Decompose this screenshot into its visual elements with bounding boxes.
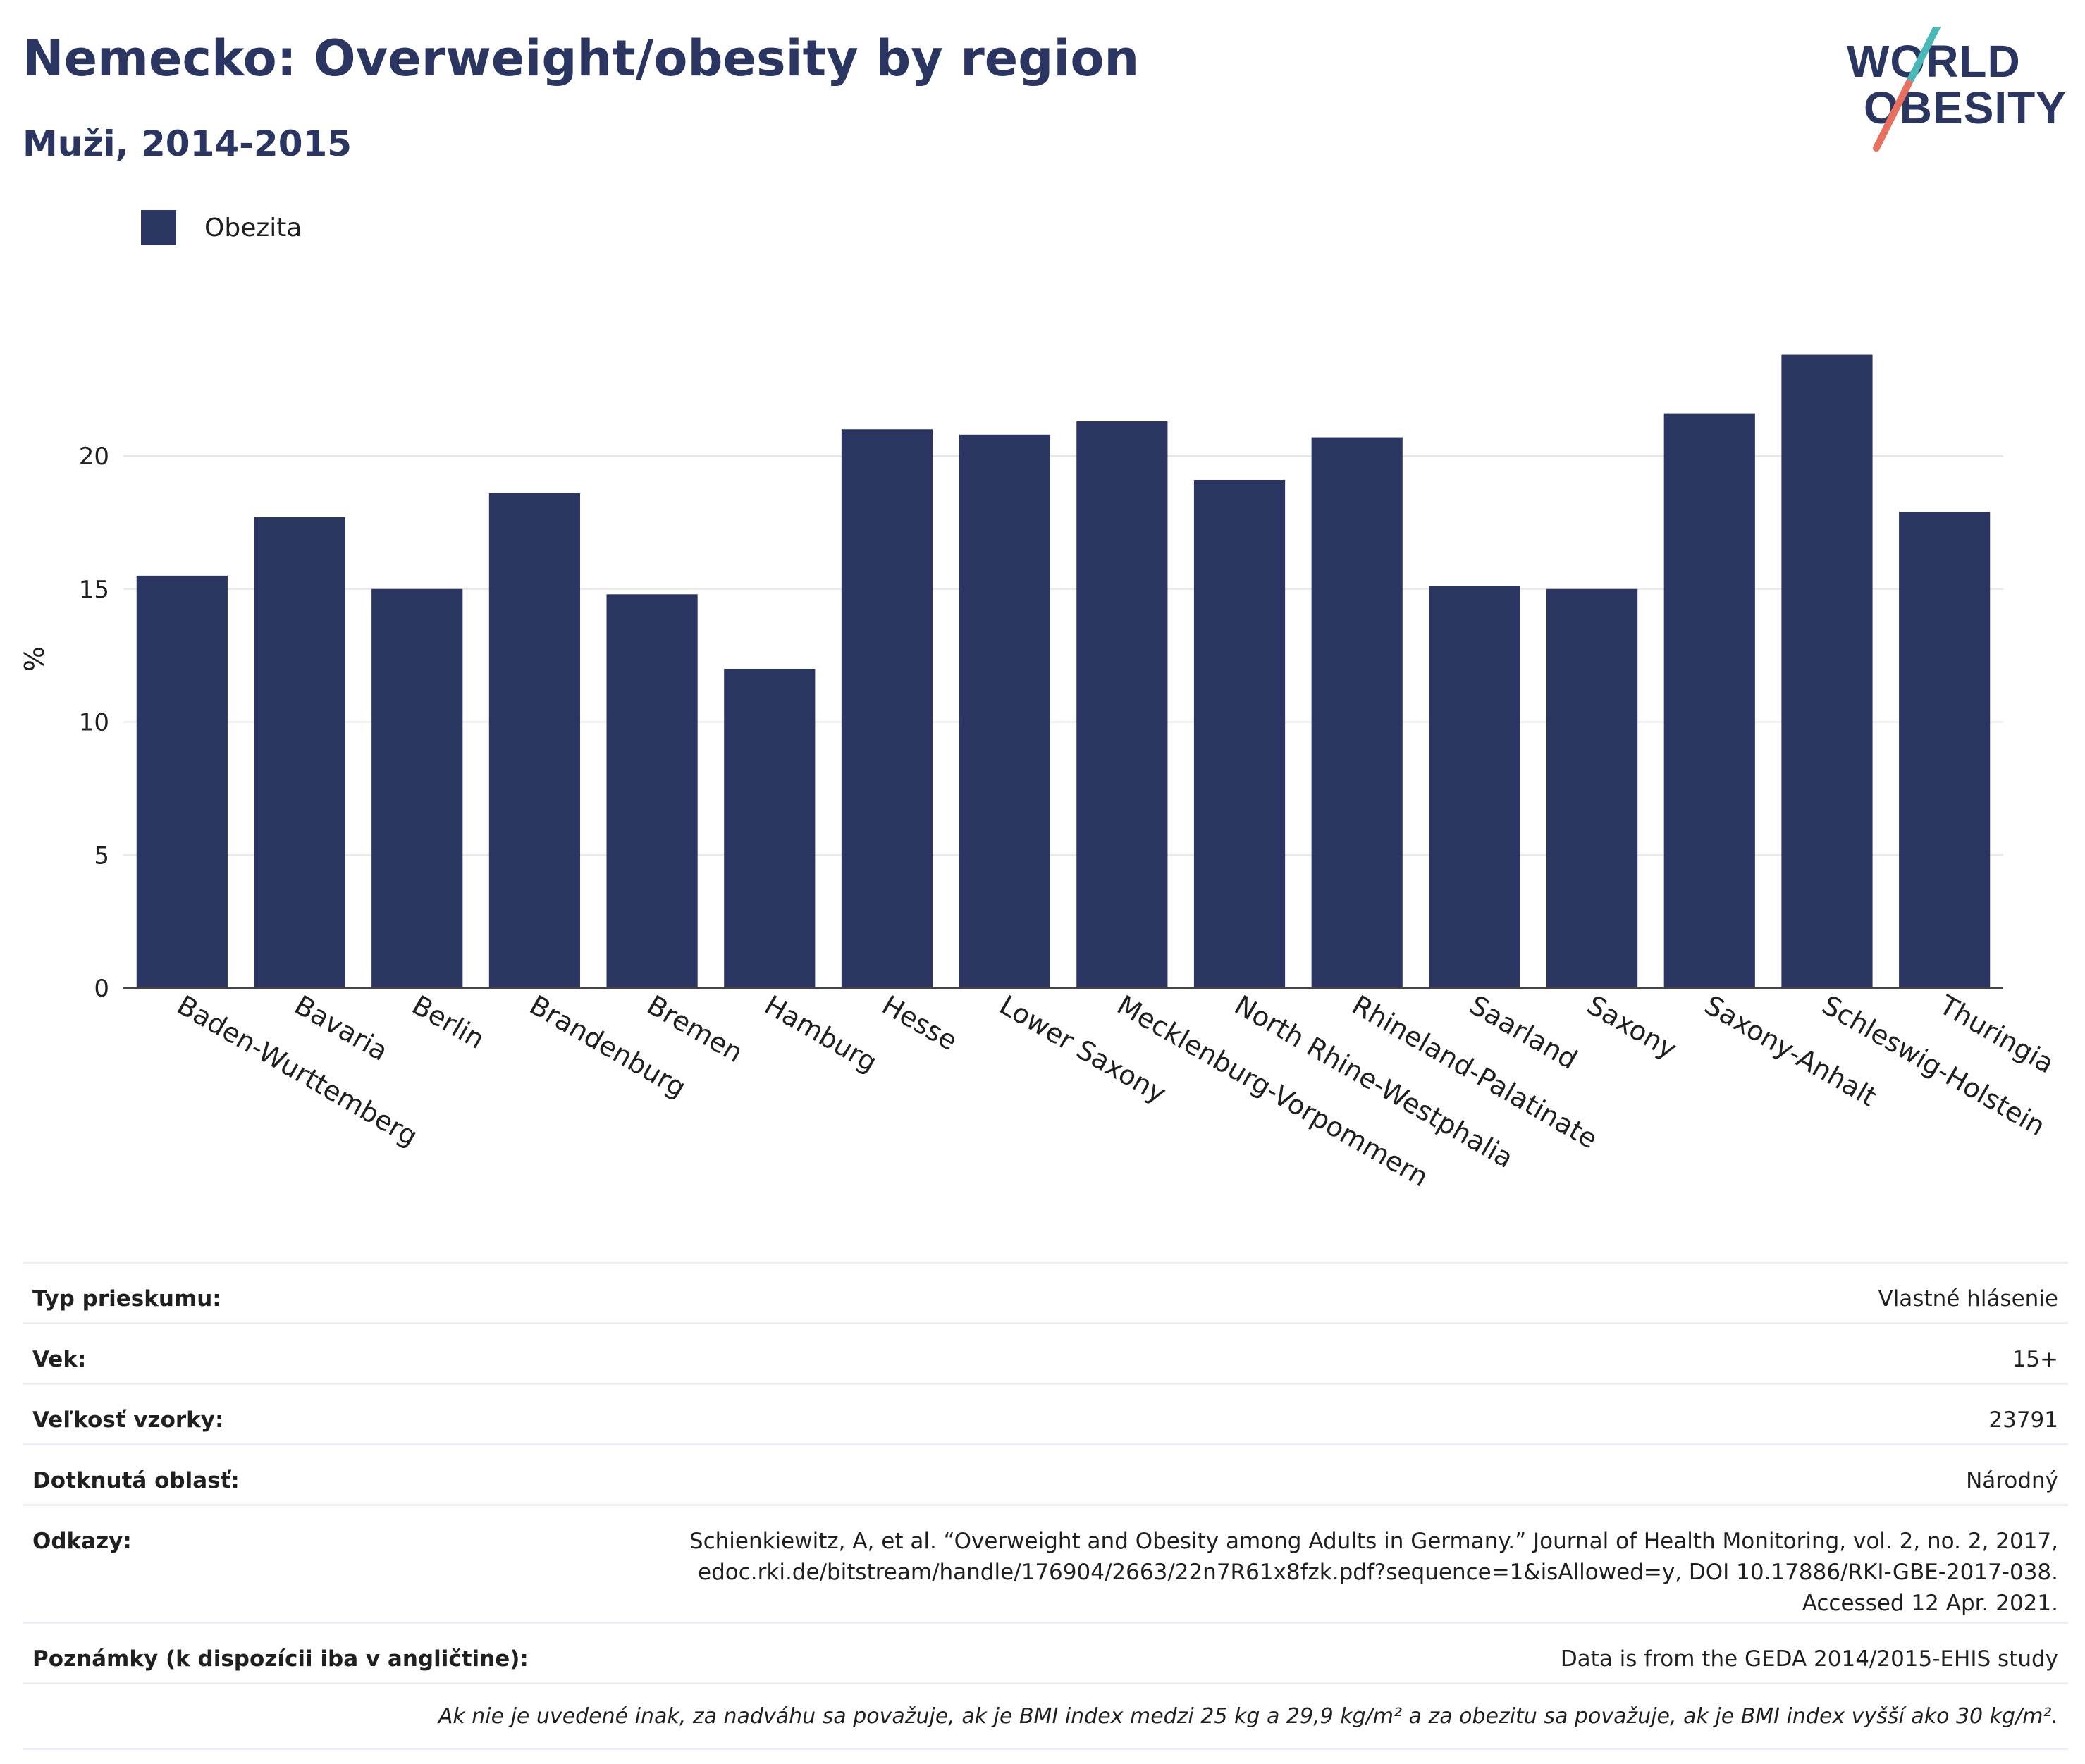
info-row: Veľkosť vzorky: 23791: [23, 1383, 2068, 1443]
chart-legend: Obezita: [141, 210, 302, 245]
info-row-value: 23791: [1988, 1405, 2058, 1436]
info-row-key: Poznámky (k dispozícii iba v angličtine)…: [32, 1646, 529, 1672]
x-tick-label: Bavaria: [290, 989, 393, 1067]
bar: [959, 434, 1050, 988]
bar: [841, 429, 933, 988]
y-tick-label: 10: [79, 709, 109, 737]
info-row-value-line: Data is from the GEDA 2014/2015-EHIS stu…: [1560, 1646, 2058, 1672]
x-tick-label: Schleswig-Holstein: [1816, 989, 2050, 1142]
bar: [254, 517, 345, 988]
world-obesity-logo: WORLD OBESITY: [1847, 27, 2066, 152]
bar: [606, 594, 698, 988]
info-row-key: Veľkosť vzorky:: [32, 1407, 224, 1433]
info-row-value-line: Accessed 12 Apr. 2021.: [1802, 1591, 2058, 1616]
y-tick-label: 0: [94, 975, 109, 1003]
bar: [1193, 479, 1286, 988]
bar: [724, 669, 816, 988]
page-subtitle: Muži, 2014-2015: [23, 123, 352, 164]
bar: [1899, 512, 1991, 988]
x-tick-label: Saxony: [1582, 989, 1682, 1065]
legend-label-obezita: Obezita: [204, 213, 302, 242]
info-row-value: 15+: [2012, 1344, 2058, 1375]
info-row-key: Dotknutá oblasť:: [32, 1468, 240, 1493]
footnote: Ak nie je uvedené inak, za nadváhu sa po…: [23, 1682, 2068, 1750]
y-tick-label: 5: [94, 841, 109, 870]
y-tick-label: 15: [79, 576, 109, 604]
x-tick-label: Hamburg: [759, 989, 882, 1078]
bar: [1663, 413, 1755, 988]
x-tick-label: Berlin: [407, 989, 490, 1055]
logo-text-line1: WORLD: [1847, 36, 2021, 87]
bar: [1076, 421, 1168, 988]
y-tick-label: 20: [79, 443, 109, 471]
info-row-key: Vek:: [32, 1347, 87, 1372]
info-row-value-line: 15+: [2012, 1347, 2058, 1372]
bar: [488, 493, 580, 988]
info-row-value-line: Národný: [1966, 1468, 2058, 1493]
bar: [1781, 354, 1873, 988]
legend-swatch-obezita: [141, 210, 176, 245]
y-axis-label: %: [19, 646, 50, 672]
info-row-value-line: Schienkiewitz, A, et al. “Overweight and…: [689, 1529, 2058, 1554]
bar: [1311, 437, 1403, 988]
info-row-value: Data is from the GEDA 2014/2015-EHIS stu…: [1561, 1643, 2058, 1674]
bar: [1546, 588, 1638, 988]
page-title: Nemecko: Overweight/obesity by region: [23, 30, 1140, 87]
x-tick-label: Hesse: [877, 989, 963, 1057]
logo-slash-icon: [1873, 27, 1941, 152]
info-row: Typ prieskumu: Vlastné hlásenie: [23, 1262, 2068, 1322]
info-row-key: Odkazy:: [32, 1529, 132, 1554]
info-row: Vek: 15+: [23, 1322, 2068, 1383]
info-table: Typ prieskumu: Vlastné hlásenie Vek: 15+ Veľ…: [23, 1262, 2068, 1750]
info-row-value: Vlastné hlásenie: [1878, 1283, 2058, 1314]
info-row-value-line: 23791: [1988, 1407, 2058, 1433]
info-row-value: Schienkiewitz, A, et al. “Overweight and…: [689, 1526, 2058, 1619]
bar: [371, 588, 463, 988]
bar: [136, 575, 228, 988]
info-row-value: Národný: [1966, 1465, 2058, 1496]
info-row-value-line: edoc.rki.de/bitstream/handle/176904/2663…: [698, 1560, 2058, 1585]
info-row: Dotknutá oblasť: Národný: [23, 1443, 2068, 1504]
info-row-value-line: Vlastné hlásenie: [1878, 1286, 2058, 1312]
info-row: Poznámky (k dispozícii iba v angličtine)…: [23, 1622, 2068, 1682]
info-row-key: Typ prieskumu:: [32, 1286, 221, 1312]
bar: [1429, 586, 1520, 988]
info-row: Odkazy: Schienkiewitz, A, et al. “Overwei…: [23, 1504, 2068, 1622]
